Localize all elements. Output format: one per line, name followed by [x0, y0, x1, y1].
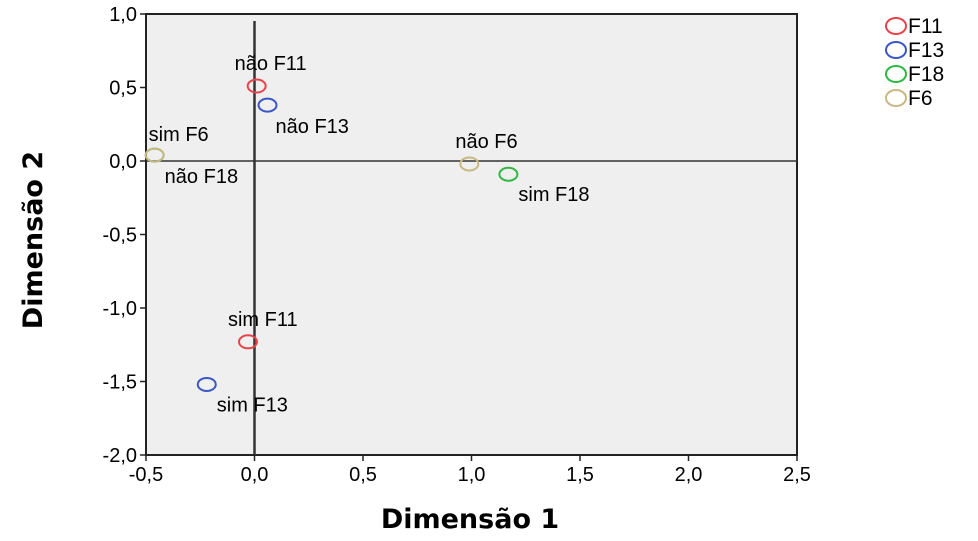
point-sim-f11 [237, 334, 258, 350]
point-label: sim F6 [149, 124, 209, 146]
legend-label: F6 [908, 87, 933, 110]
y-tick-label: -0,5 [103, 225, 137, 247]
point-label: sim F13 [217, 394, 288, 416]
x-tick-label: -0,5 [129, 464, 163, 486]
x-tick-label: 2,5 [783, 464, 811, 486]
legend-label: F13 [908, 39, 944, 62]
y-tick-label: 1,0 [109, 4, 137, 26]
y-axis-title: Dimensão 2 [18, 151, 49, 329]
x-tick-label: 1,0 [458, 464, 486, 486]
point-não-f11 [246, 78, 267, 94]
point-label: não F18 [165, 166, 238, 188]
legend-marker [885, 89, 907, 107]
point-sim-f6 [144, 147, 165, 163]
point-label: não F6 [455, 131, 517, 153]
point-label: não F11 [235, 53, 307, 75]
point-sim-f18 [498, 166, 519, 182]
point-não-f13 [257, 97, 278, 113]
legend-marker [885, 65, 907, 83]
y-tick-label: -1,0 [103, 298, 137, 320]
point-label: sim F18 [518, 184, 589, 206]
x-tick-label: 0,0 [241, 464, 269, 486]
y-tick-label: 0,0 [109, 151, 137, 173]
y-tick-label: -1,5 [103, 372, 137, 394]
point-label: sim F11 [228, 309, 298, 331]
x-tick-label: 2,0 [675, 464, 703, 486]
y-tick-label: -2,0 [103, 445, 137, 467]
legend-label: F11 [908, 15, 943, 38]
point-não-f6 [459, 156, 480, 172]
legend-label: F18 [908, 63, 944, 86]
point-sim-f13 [196, 376, 217, 392]
plot-area [145, 13, 798, 456]
legend-marker [885, 17, 907, 35]
legend-marker [885, 41, 907, 59]
y-tick-label: 0,5 [109, 78, 137, 100]
x-axis-title: Dimensão 1 [381, 504, 559, 535]
x-tick-label: 0,5 [349, 464, 377, 486]
point-label: não F13 [276, 116, 349, 138]
x-tick-label: 1,5 [566, 464, 594, 486]
